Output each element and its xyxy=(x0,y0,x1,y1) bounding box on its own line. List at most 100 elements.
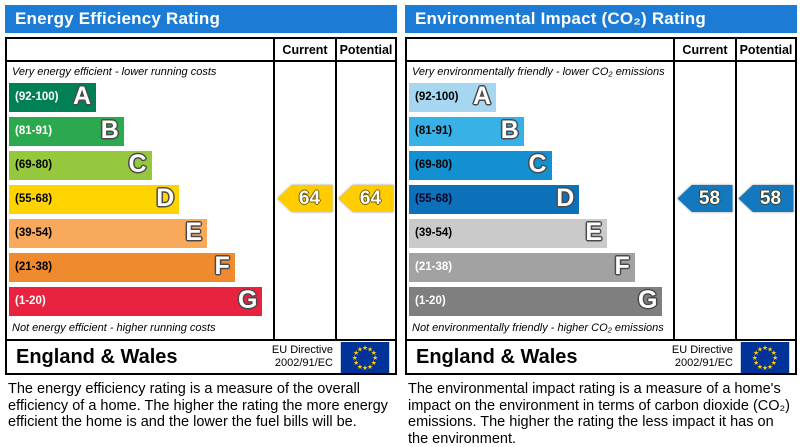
band-letter: D xyxy=(156,184,175,212)
svg-text:★: ★ xyxy=(767,345,773,353)
band-bar-e: (39-54) E xyxy=(9,218,207,248)
potential-rating-value: 58 xyxy=(738,185,794,212)
svg-text:★: ★ xyxy=(371,359,377,367)
band-row-e: (39-54) E xyxy=(7,216,273,250)
svg-text:★: ★ xyxy=(757,345,763,353)
energy-header-row: Current Potential xyxy=(7,39,395,62)
eu-directive-label: EU Directive 2002/91/EC xyxy=(271,343,333,369)
environmental-description: The environmental impact rating is a mea… xyxy=(408,381,790,447)
svg-text:★: ★ xyxy=(752,354,758,362)
potential-rating-arrow: 58 xyxy=(737,62,795,339)
svg-text:★: ★ xyxy=(762,343,768,351)
region-label: England & Wales xyxy=(416,345,578,368)
potential-column-header: Potential xyxy=(335,39,395,60)
energy-chart-table: Current Potential Very energy efficient … xyxy=(5,37,397,375)
band-letter: F xyxy=(614,252,630,280)
band-letter: C xyxy=(528,150,547,178)
band-letter: B xyxy=(100,116,119,144)
svg-text:★: ★ xyxy=(357,362,363,370)
environmental-chart-table: Current Potential Very environmentally f… xyxy=(405,37,797,375)
band-bar-a: (92-100) A xyxy=(9,82,97,112)
environmental-footer: England & Wales EU Directive 2002/91/EC … xyxy=(407,339,795,373)
band-range-label: (39-54) xyxy=(15,227,53,239)
band-letter: D xyxy=(556,184,575,212)
band-range-label: (69-80) xyxy=(415,159,453,171)
band-bar-d: (55-68) D xyxy=(409,184,580,214)
band-range-label: (69-80) xyxy=(15,159,53,171)
svg-text:★: ★ xyxy=(753,348,759,356)
band-range-label: (92-100) xyxy=(415,91,459,103)
band-bar-c: (69-80) C xyxy=(409,150,552,180)
band-bar-f: (21-38) F xyxy=(409,252,635,282)
band-row-e: (39-54) E xyxy=(407,216,673,250)
band-bar-f: (21-38) F xyxy=(9,252,235,282)
svg-text:★: ★ xyxy=(771,348,777,356)
eu-directive-label: EU Directive 2002/91/EC xyxy=(671,343,733,369)
band-bar-g: (1-20) G xyxy=(409,286,663,316)
band-letter: A xyxy=(473,82,492,110)
svg-text:★: ★ xyxy=(357,345,363,353)
band-letter: E xyxy=(585,218,602,246)
environmental-chart-body: Very environmentally friendly - lower CO… xyxy=(407,62,795,339)
top-note: Very energy efficient - lower running co… xyxy=(12,66,217,78)
energy-chart-body: Very energy efficient - lower running co… xyxy=(7,62,395,339)
bottom-note: Not environmentally friendly - higher CO… xyxy=(412,322,664,334)
band-row-g: (1-20) G xyxy=(407,284,673,318)
current-rating-value: 64 xyxy=(277,185,333,212)
band-row-g: (1-20) G xyxy=(7,284,273,318)
band-letter: F xyxy=(214,252,230,280)
energy-description: The energy efficiency rating is a measur… xyxy=(8,381,388,430)
band-letter: G xyxy=(637,286,658,314)
band-row-b: (81-91) B xyxy=(407,114,673,148)
band-row-c: (69-80) C xyxy=(407,148,673,182)
band-letter: B xyxy=(500,116,519,144)
band-bar-d: (55-68) D xyxy=(9,184,180,214)
current-rating-arrow: 58 xyxy=(675,62,735,339)
top-note: Very environmentally friendly - lower CO… xyxy=(412,66,665,78)
energy-potential-cell: 64 xyxy=(335,62,395,339)
environmental-bands: Very environmentally friendly - lower CO… xyxy=(407,62,673,339)
potential-rating-arrow: 64 xyxy=(337,62,395,339)
eu-flag-icon: ★ ★★ ★★★ ★★★ ★★★ xyxy=(740,341,790,373)
header-spacer xyxy=(407,39,673,60)
current-rating-arrow: 64 xyxy=(275,62,335,339)
band-range-label: (39-54) xyxy=(415,227,453,239)
current-column-header: Current xyxy=(673,39,735,60)
environmental-panel-title: Environmental Impact (CO₂) Rating xyxy=(405,5,797,33)
svg-text:★: ★ xyxy=(767,362,773,370)
environmental-potential-cell: 58 xyxy=(735,62,795,339)
band-bar-c: (69-80) C xyxy=(9,150,152,180)
band-row-c: (69-80) C xyxy=(7,148,273,182)
potential-rating-value: 64 xyxy=(338,185,394,212)
svg-text:★: ★ xyxy=(757,362,763,370)
svg-text:★: ★ xyxy=(771,359,777,367)
band-letter: E xyxy=(185,218,202,246)
band-letter: G xyxy=(237,286,258,314)
band-letter: A xyxy=(73,82,92,110)
potential-column-header: Potential xyxy=(735,39,795,60)
svg-text:★: ★ xyxy=(772,354,778,362)
svg-text:★: ★ xyxy=(352,354,358,362)
eu-flag-icon: ★ ★★ ★★★ ★★★ ★★★ xyxy=(340,341,390,373)
environmental-header-row: Current Potential xyxy=(407,39,795,62)
band-range-label: (55-68) xyxy=(15,193,53,205)
current-rating-value: 58 xyxy=(677,185,733,212)
region-label: England & Wales xyxy=(16,345,178,368)
band-row-d: (55-68) D xyxy=(407,182,673,216)
band-range-label: (81-91) xyxy=(415,125,453,137)
band-row-d: (55-68) D xyxy=(7,182,273,216)
band-row-a: (92-100) A xyxy=(407,80,673,114)
energy-current-cell: 64 xyxy=(273,62,335,339)
header-spacer xyxy=(7,39,273,60)
svg-text:★: ★ xyxy=(362,343,368,351)
energy-footer: England & Wales EU Directive 2002/91/EC … xyxy=(7,339,395,373)
svg-text:★: ★ xyxy=(367,362,373,370)
band-bar-a: (92-100) A xyxy=(409,82,497,112)
band-row-f: (21-38) F xyxy=(407,250,673,284)
energy-bands: Very energy efficient - lower running co… xyxy=(7,62,273,339)
band-row-b: (81-91) B xyxy=(7,114,273,148)
current-column-header: Current xyxy=(273,39,335,60)
environmental-current-cell: 58 xyxy=(673,62,735,339)
band-range-label: (81-91) xyxy=(15,125,53,137)
